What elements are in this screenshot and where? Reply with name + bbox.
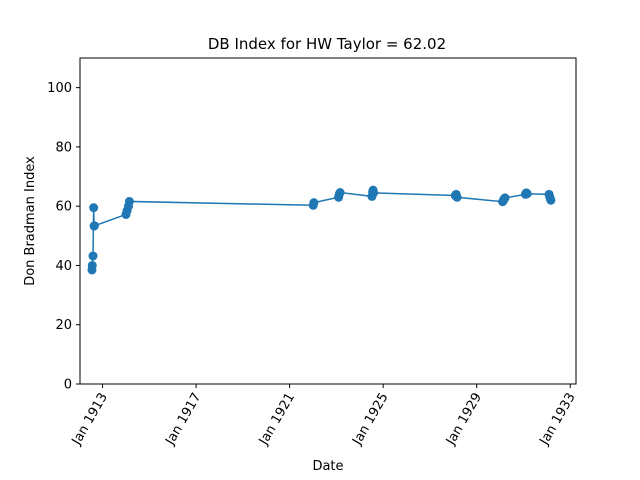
y-tick-label: 40 [55,259,72,274]
y-tick-label: 0 [64,378,72,393]
data-point [124,196,134,206]
data-point [522,189,532,199]
x-tick-label: Jan 1921 [256,391,298,449]
chart-title: DB Index for HW Taylor = 62.02 [208,35,446,53]
series-line [91,189,552,270]
data-point [89,203,99,213]
data-point [335,188,345,198]
axes-frame [79,57,577,385]
y-axis-title: Don Bradman Index [23,156,38,286]
data-point [87,260,97,270]
y-tick-label: 20 [55,318,72,333]
x-tick-label: Jan 1917 [162,391,204,449]
y-tick-label: 60 [55,200,72,215]
x-tick-label: Jan 1933 [537,391,579,449]
plot-area [87,185,556,275]
data-point [309,198,319,208]
y-tick-label: 80 [55,140,72,155]
data-point [546,195,556,205]
data-point [500,193,510,203]
data-point [89,221,99,231]
x-tick-label: Jan 1929 [443,391,485,449]
x-axis: Jan 1913 Jan 1917 Jan 1921 Jan 1925 Jan 1929… [69,384,579,448]
y-axis: 0 20 40 60 80 100 [47,81,80,393]
x-axis-title: Date [312,459,343,474]
y-tick-label: 100 [47,81,72,96]
data-point [88,251,98,261]
data-point [452,192,462,202]
x-tick-label: Jan 1925 [349,391,391,449]
x-tick-label: Jan 1913 [69,391,111,449]
data-point [369,188,379,198]
